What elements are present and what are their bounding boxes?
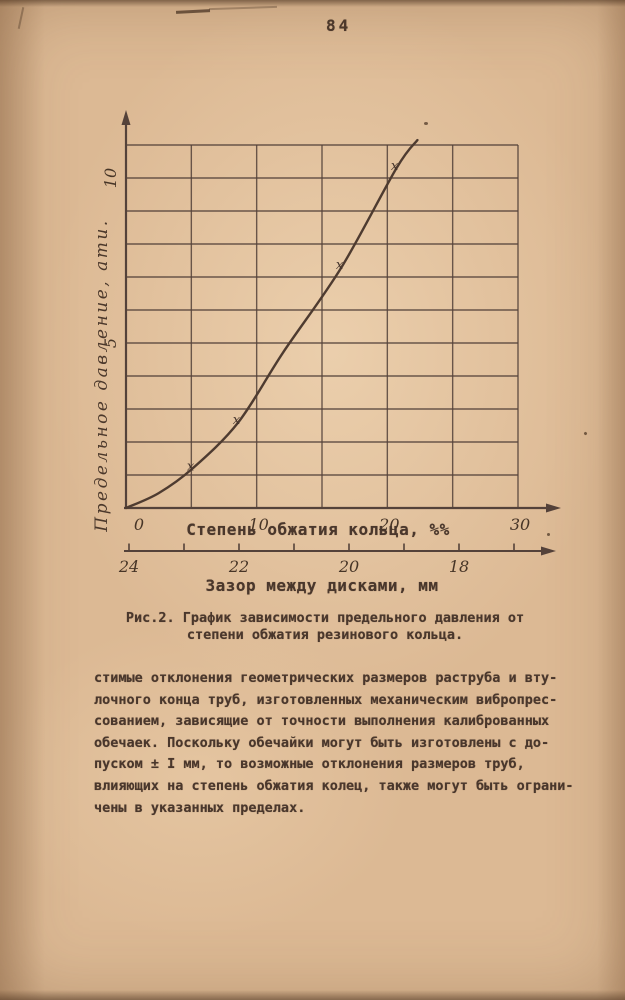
body-text-line: сованием, зависящие от точности выполнен… [94, 713, 550, 730]
paper-speck [424, 122, 428, 125]
body-paragraph: стимые отклонения геометрических размеро… [94, 668, 594, 819]
data-point-marker: x [233, 413, 241, 428]
y-tick-label: 5 [101, 338, 120, 348]
data-point-marker: x [187, 459, 195, 474]
body-text-line: стимые отклонения геометрических размеро… [94, 670, 558, 686]
y-tick-label: 10 [101, 168, 120, 188]
page-number: 84 [326, 16, 352, 35]
x-axis-arrowhead [546, 503, 561, 513]
y-axis-label: Предельное давление, ати. [92, 218, 112, 532]
x2-tick-label: 18 [449, 557, 469, 576]
x2-tick-label: 22 [228, 557, 249, 576]
figure-caption: Рис.2. График зависимости предельного да… [95, 610, 555, 644]
x2-tick-label: 20 [338, 557, 359, 576]
x-tick-label: 30 [510, 515, 530, 534]
x-axis-label: Степень обжатия кольца, %% [186, 520, 450, 539]
x2-axis-label: Зазор между дисками, мм [205, 576, 439, 595]
x-tick-label: 20 [378, 515, 399, 534]
body-text-line: чены в указанных пределах. [94, 799, 306, 816]
x-tick-label: 0 [134, 515, 144, 534]
caption-line: Рис.2. График зависимости предельного да… [125, 610, 525, 626]
data-curve [124, 138, 419, 510]
body-text-line: пуском ± I мм, то возможные отклонения р… [94, 756, 525, 773]
body-text-line: влияющих на степень обжатия колец, также… [94, 777, 574, 794]
x2-axis-arrowhead [541, 546, 556, 556]
x2-tick-label: 24 [118, 557, 139, 576]
data-point-marker: x [391, 159, 399, 174]
data-point-marker: x [336, 258, 344, 273]
body-text-line: обечаек. Поскольку обечайки могут быть и… [94, 734, 550, 751]
paper-speck [547, 533, 550, 536]
body-text-line: лочного конца труб, изготовленных механи… [94, 691, 558, 708]
y-axis-arrowhead [121, 110, 131, 125]
caption-line: степени обжатия резинового кольца. [186, 627, 464, 643]
pressure-vs-compression-line-chart: x x x x 0 10 20 30 5 10 24 22 20 18 [101, 110, 561, 576]
x-tick-label: 10 [248, 515, 268, 534]
